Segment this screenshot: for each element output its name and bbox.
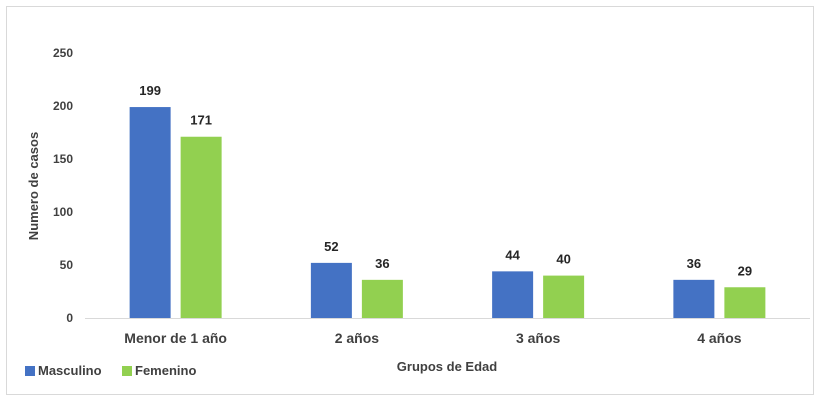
y-tick-label: 100 — [53, 205, 73, 219]
legend-swatch — [25, 366, 35, 376]
data-label: 52 — [324, 239, 338, 254]
data-labels: 199 171 52 36 44 40 36 29 — [139, 83, 752, 278]
legend-label: Masculino — [38, 363, 102, 378]
data-label: 29 — [738, 263, 752, 278]
x-tick-label: 4 años — [697, 330, 742, 346]
y-tick-label: 0 — [66, 311, 73, 325]
data-label: 171 — [190, 113, 212, 128]
x-tick-label: 2 años — [335, 330, 380, 346]
y-tick-label: 250 — [53, 46, 73, 60]
legend: Masculino Femenino — [25, 363, 196, 378]
bar-masculino — [492, 271, 534, 318]
bar-femenino — [724, 287, 766, 318]
y-tick-label: 150 — [53, 152, 73, 166]
bar-masculino — [673, 279, 715, 318]
y-axis-title: Numero de casos — [26, 132, 41, 240]
bars — [129, 107, 766, 318]
data-label: 199 — [139, 83, 161, 98]
x-tick-label: 3 años — [516, 330, 561, 346]
bar-femenino — [361, 279, 403, 318]
y-tick-label: 50 — [60, 258, 74, 272]
category-labels: Menor de 1 año 2 años 3 años 4 años — [124, 330, 741, 346]
legend-swatch — [122, 366, 132, 376]
y-tick-label: 200 — [53, 99, 73, 113]
data-label: 36 — [687, 256, 701, 271]
y-axis-ticks: 0 50 100 150 200 250 — [53, 46, 73, 325]
x-axis-title: Grupos de Edad — [397, 359, 497, 374]
data-label: 40 — [556, 252, 570, 267]
bar-masculino — [129, 107, 171, 318]
legend-label: Femenino — [135, 363, 196, 378]
bar-femenino — [180, 136, 222, 318]
data-label: 36 — [375, 256, 389, 271]
data-label: 44 — [505, 247, 520, 262]
bar-masculino — [310, 262, 352, 318]
bar-femenino — [543, 275, 585, 318]
x-tick-label: Menor de 1 año — [124, 330, 227, 346]
